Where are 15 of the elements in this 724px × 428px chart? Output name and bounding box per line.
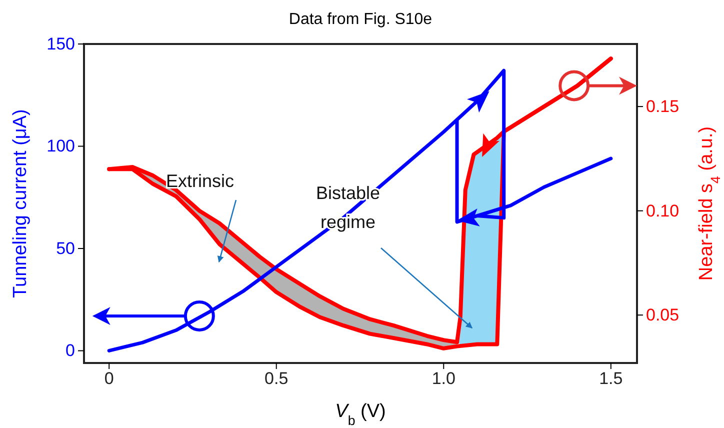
x-tick-label: 0 [104,369,114,388]
y2-tick-label: 0.05 [646,305,680,324]
y-tick-label: 150 [46,34,75,54]
x-axis-title: V$_{b}$ (V) [335,401,386,428]
x-tick-label: 1.0 [432,369,456,388]
y2-tick-label: 0.15 [646,96,680,116]
y2-tick-label: 0.10 [646,201,680,220]
y-tick-label: 0 [66,341,75,360]
chart-title: Data from Fig. S10e [288,11,432,28]
y-tick-label: 100 [46,136,75,156]
annotation: Extrinsic [166,171,234,191]
x-tick-label: 0.5 [264,369,288,388]
y-tick-label: 50 [56,238,75,258]
x-tick-label: 1.5 [599,369,623,388]
y-axis-title: Tunneling current (μA) [10,109,31,298]
